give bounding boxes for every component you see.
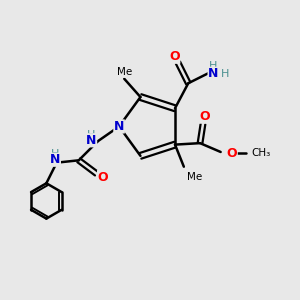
Text: O: O <box>169 50 180 63</box>
Text: N: N <box>114 120 124 133</box>
Text: H: H <box>87 130 96 140</box>
Text: O: O <box>199 110 210 123</box>
Text: Me: Me <box>117 67 132 77</box>
Text: H: H <box>209 61 218 70</box>
Text: H: H <box>221 69 229 79</box>
Text: O: O <box>98 171 108 184</box>
Text: H: H <box>51 149 59 159</box>
Text: N: N <box>208 67 218 80</box>
Text: N: N <box>50 153 60 166</box>
Text: CH₃: CH₃ <box>252 148 271 158</box>
Text: N: N <box>86 134 97 147</box>
Text: Me: Me <box>187 172 202 182</box>
Text: O: O <box>226 147 237 160</box>
